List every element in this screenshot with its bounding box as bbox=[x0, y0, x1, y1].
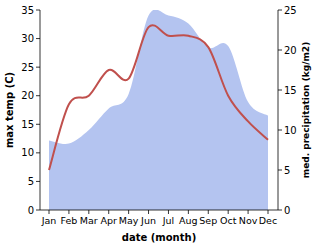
x-tick-label: Jan bbox=[41, 215, 57, 226]
x-tick-label: Nov bbox=[239, 215, 258, 226]
y2-tick bbox=[278, 90, 282, 91]
y2-tick-label: 10 bbox=[284, 125, 297, 136]
y-tick-label: 10 bbox=[21, 147, 34, 158]
y-tick bbox=[36, 124, 40, 125]
y-tick-label: 35 bbox=[21, 5, 34, 16]
y-axis bbox=[40, 10, 41, 210]
x-tick bbox=[208, 210, 209, 214]
y-tick bbox=[36, 10, 40, 11]
x-tick-label: Aug bbox=[179, 215, 198, 226]
plot-area bbox=[49, 10, 268, 210]
x-axis-title: date (month) bbox=[122, 232, 196, 243]
y2-tick-label: 20 bbox=[284, 45, 297, 56]
x-tick-label: May bbox=[119, 215, 139, 226]
y-tick bbox=[36, 210, 40, 211]
x-tick bbox=[148, 210, 149, 214]
y-tick-label: 25 bbox=[21, 62, 34, 73]
x-tick-label: Jun bbox=[140, 215, 156, 226]
x-tick-label: Oct bbox=[220, 215, 237, 226]
y2-tick bbox=[278, 170, 282, 171]
y2-tick bbox=[278, 210, 282, 211]
y2-tick bbox=[278, 130, 282, 131]
y-tick bbox=[36, 38, 40, 39]
x-tick bbox=[248, 210, 249, 214]
y2-tick-label: 25 bbox=[284, 5, 297, 16]
y-tick bbox=[36, 95, 40, 96]
y-tick-label: 0 bbox=[28, 205, 34, 216]
y2-tick-label: 5 bbox=[284, 165, 290, 176]
x-axis bbox=[40, 210, 278, 211]
y2-tick-label: 15 bbox=[284, 85, 297, 96]
x-tick bbox=[268, 210, 269, 214]
y2-axis bbox=[278, 10, 279, 210]
y-tick bbox=[36, 67, 40, 68]
y-tick bbox=[36, 181, 40, 182]
x-tick bbox=[128, 210, 129, 214]
y-axis-title: max temp (C) bbox=[4, 72, 15, 148]
x-tick bbox=[228, 210, 229, 214]
y-tick-label: 15 bbox=[21, 119, 34, 130]
x-tick bbox=[108, 210, 109, 214]
x-tick bbox=[88, 210, 89, 214]
x-tick-label: Jul bbox=[162, 215, 174, 226]
temperature-line bbox=[49, 25, 268, 170]
x-tick-label: Apr bbox=[101, 215, 118, 226]
y-tick-label: 20 bbox=[21, 90, 34, 101]
x-tick bbox=[68, 210, 69, 214]
y2-tick bbox=[278, 10, 282, 11]
y2-axis-title: med. precipitation (kg/m2) bbox=[301, 42, 311, 178]
x-tick bbox=[188, 210, 189, 214]
x-tick-label: Dec bbox=[259, 215, 277, 226]
precipitation-area bbox=[49, 10, 268, 210]
x-tick bbox=[168, 210, 169, 214]
y-tick bbox=[36, 152, 40, 153]
x-tick-label: Feb bbox=[60, 215, 77, 226]
y-tick-label: 30 bbox=[21, 33, 34, 44]
x-tick-label: Mar bbox=[80, 215, 98, 226]
y-tick-label: 5 bbox=[28, 176, 34, 187]
y2-tick bbox=[278, 50, 282, 51]
x-tick bbox=[49, 210, 50, 214]
chart: 051015202530350510152025JanFebMarAprMayJ… bbox=[0, 0, 318, 247]
x-tick-label: Sep bbox=[199, 215, 217, 226]
y2-tick-label: 0 bbox=[284, 205, 290, 216]
